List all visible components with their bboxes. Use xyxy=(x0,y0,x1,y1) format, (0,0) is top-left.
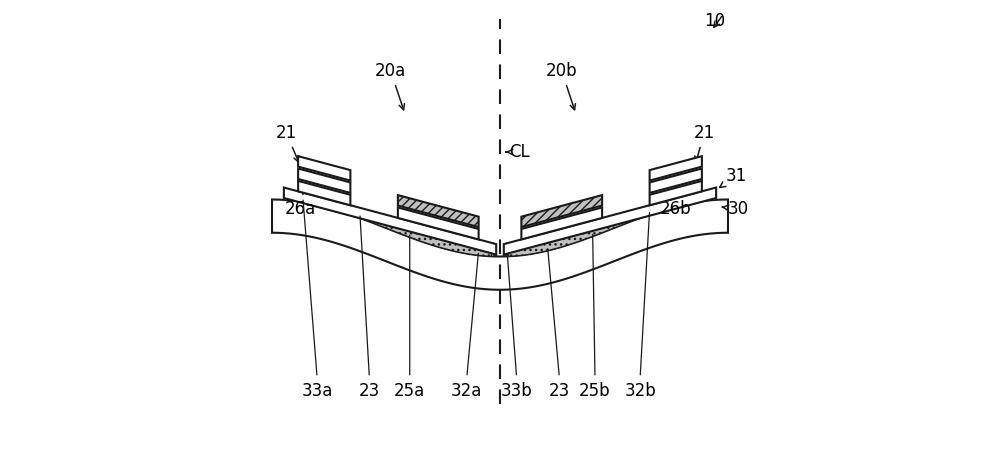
Text: CL: CL xyxy=(510,143,530,161)
Polygon shape xyxy=(272,200,728,290)
Polygon shape xyxy=(398,208,479,239)
Text: 33b: 33b xyxy=(501,382,532,400)
Polygon shape xyxy=(521,208,602,239)
Polygon shape xyxy=(491,253,496,256)
Polygon shape xyxy=(504,253,509,256)
Text: 21: 21 xyxy=(694,124,715,162)
Polygon shape xyxy=(284,198,302,203)
Text: 23: 23 xyxy=(549,382,570,400)
Text: 10: 10 xyxy=(704,12,726,30)
Text: 32a: 32a xyxy=(451,382,482,400)
Polygon shape xyxy=(650,181,702,205)
Polygon shape xyxy=(650,169,702,193)
Polygon shape xyxy=(650,156,702,180)
Polygon shape xyxy=(302,202,491,256)
Text: 25b: 25b xyxy=(579,382,611,400)
Polygon shape xyxy=(284,188,496,255)
Polygon shape xyxy=(398,195,479,227)
Polygon shape xyxy=(509,202,698,256)
Polygon shape xyxy=(698,198,716,203)
Text: 31: 31 xyxy=(720,167,747,188)
Polygon shape xyxy=(504,188,716,255)
Text: 26a: 26a xyxy=(285,185,316,218)
Text: 21: 21 xyxy=(276,124,299,162)
Text: 20b: 20b xyxy=(546,62,578,110)
Polygon shape xyxy=(298,169,350,193)
Text: 20a: 20a xyxy=(375,62,406,110)
Text: 32b: 32b xyxy=(624,382,656,400)
Polygon shape xyxy=(298,181,350,205)
Polygon shape xyxy=(521,195,602,227)
Polygon shape xyxy=(298,156,350,180)
Text: 33a: 33a xyxy=(301,382,333,400)
Text: 23: 23 xyxy=(359,382,380,400)
Text: 30: 30 xyxy=(722,200,749,218)
Text: 25a: 25a xyxy=(394,382,425,400)
Text: 26b: 26b xyxy=(660,185,692,218)
